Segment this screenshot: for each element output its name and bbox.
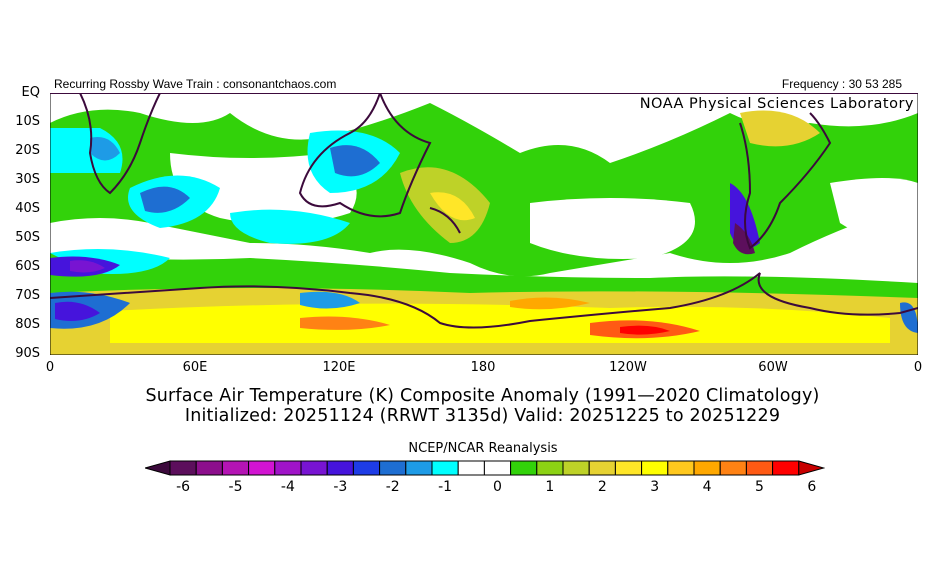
- colorbar-swatch: [562, 460, 590, 476]
- colorbar-swatch: [719, 460, 747, 476]
- colorbar-under-arrow: [145, 460, 171, 476]
- colorbar-swatch: [772, 460, 800, 476]
- colorbar-swatch: [667, 460, 695, 476]
- colorbar-swatch: [169, 460, 197, 476]
- colorbar-tick-label: 2: [597, 479, 607, 495]
- colorbar-tick-label: -3: [333, 479, 348, 495]
- lat-label: 80S: [15, 317, 40, 332]
- colorbar-title: NCEP/NCAR Reanalysis: [408, 441, 558, 456]
- lat-label: 90S: [15, 346, 40, 361]
- colorbar-swatch: [614, 460, 643, 476]
- lon-label: 60E: [182, 360, 208, 375]
- lat-label: 10S: [15, 114, 40, 129]
- coastlines: [50, 93, 918, 329]
- colorbar-swatch: [195, 460, 223, 476]
- header-right-text: Frequency : 30 53 285: [781, 77, 902, 91]
- colorbar-tick-label: 0: [493, 479, 502, 495]
- colorbar-swatch: [641, 460, 669, 476]
- colorbar-tick-label: 3: [650, 479, 660, 495]
- colorbar-tick-label: -4: [280, 479, 295, 495]
- colorbar-swatch: [274, 460, 302, 476]
- colorbar-swatch: [431, 460, 459, 476]
- lon-label: 120W: [609, 360, 647, 375]
- noaa-watermark: NOAA Physical Sciences Laboratory: [639, 96, 914, 112]
- colorbar-swatch: [221, 460, 250, 476]
- lat-label: 70S: [15, 288, 40, 303]
- colorbar-tick-label: -2: [385, 479, 400, 495]
- lat-label: EQ: [21, 85, 40, 100]
- map-title: Surface Air Temperature (K) Composite An…: [145, 386, 820, 406]
- colorbar-over-arrow: [798, 460, 825, 476]
- lat-label: 60S: [15, 259, 40, 274]
- map-subtitle: Initialized: 20251124 (RRWT 3135d) Valid…: [184, 406, 781, 426]
- colorbar-tick-label: -1: [438, 479, 453, 495]
- colorbar-swatch: [300, 460, 328, 476]
- lon-label: 60W: [758, 360, 788, 375]
- colorbar-swatch: [588, 460, 616, 476]
- colorbar: [145, 460, 825, 476]
- colorbar-tick-label: 5: [755, 479, 764, 495]
- lon-label: 120E: [322, 360, 356, 375]
- colorbar-swatch: [379, 460, 407, 476]
- lon-label: 0: [913, 360, 923, 375]
- colorbar-swatch: [745, 460, 774, 476]
- lat-label: 40S: [15, 201, 40, 216]
- colorbar-swatch: [510, 460, 538, 476]
- lat-label: 20S: [15, 143, 40, 158]
- colorbar-tick-label: 6: [807, 479, 817, 495]
- header-left-text: Recurring Rossby Wave Train : consonantc…: [54, 77, 337, 91]
- colorbar-swatch: [693, 460, 721, 476]
- colorbar-swatch: [326, 460, 354, 476]
- colorbar-swatch: [483, 460, 512, 476]
- colorbar-tick-label: 4: [702, 479, 712, 495]
- lon-label: 180: [470, 360, 496, 375]
- colorbar-swatch: [457, 460, 485, 476]
- temperature-anomaly-map: [50, 93, 918, 355]
- colorbar-tick-label: 1: [545, 479, 555, 495]
- lat-label: 50S: [15, 230, 40, 245]
- colorbar-tick-label: -6: [176, 479, 191, 495]
- colorbar-swatch: [536, 460, 564, 476]
- colorbar-tick-label: -5: [228, 479, 243, 495]
- colorbar-swatch: [352, 460, 381, 476]
- lon-label: 0: [45, 360, 55, 375]
- colorbar-swatch: [248, 460, 276, 476]
- colorbar-swatch: [405, 460, 433, 476]
- anomaly-fill: [50, 103, 918, 355]
- lat-label: 30S: [15, 172, 40, 187]
